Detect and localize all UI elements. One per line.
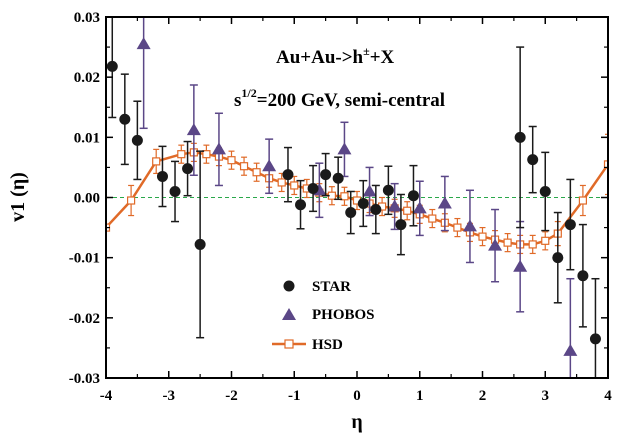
- legend-hsd-label: HSD: [312, 337, 343, 353]
- star-point: [577, 270, 589, 282]
- hsd-point: [428, 214, 437, 223]
- star-point: [514, 131, 526, 143]
- y-tick-label: 0.01: [74, 130, 100, 146]
- phobos-point: [262, 159, 277, 172]
- legend-star-marker: [283, 280, 295, 292]
- annotation-line1-base: Au+Au->h: [276, 47, 364, 68]
- star-point: [407, 190, 419, 202]
- hsd-point: [453, 223, 462, 232]
- star-point: [382, 184, 394, 196]
- annotation-line2-sup: 1/2: [241, 86, 256, 100]
- phobos-point: [412, 201, 427, 214]
- star-point: [156, 170, 168, 182]
- x-tick-label: 0: [353, 388, 361, 404]
- hsd-point: [578, 196, 588, 205]
- hsd-point: [227, 156, 236, 165]
- legend-star-label: STAR: [312, 279, 351, 295]
- star-point: [282, 169, 294, 181]
- phobos-point: [563, 343, 578, 356]
- hsd-point: [290, 181, 299, 190]
- x-tick-label: 2: [479, 388, 487, 404]
- x-tick-label: -1: [288, 388, 301, 404]
- x-axis-label: η: [351, 411, 362, 433]
- star-point: [370, 204, 382, 216]
- phobos-point: [186, 123, 201, 136]
- y-axis-label: v1 (η): [7, 172, 29, 222]
- hsd-point: [503, 238, 512, 247]
- star-point: [106, 60, 118, 72]
- x-tick-label: -3: [163, 388, 176, 404]
- y-tick-label: 0.00: [74, 191, 100, 207]
- star-point: [194, 238, 206, 250]
- x-tick-label: -2: [225, 388, 238, 404]
- phobos-point: [337, 142, 352, 155]
- annotation-line1-sup: ±: [363, 44, 370, 58]
- star-point: [527, 154, 539, 166]
- star-point: [320, 169, 332, 181]
- hsd-point: [277, 178, 286, 187]
- star-point: [169, 185, 181, 197]
- phobos-point: [488, 238, 503, 251]
- star-point: [357, 198, 369, 210]
- phobos-point: [462, 219, 477, 232]
- hsd-point: [252, 168, 261, 177]
- annotation-line2-end: =200 GeV, semi-central: [257, 90, 445, 111]
- hsd-point: [541, 236, 550, 245]
- legend-phobos-marker: [282, 308, 296, 320]
- x-tick-label: 1: [416, 388, 424, 404]
- legend-phobos-label: PHOBOS: [312, 307, 375, 323]
- y-tick-label: -0.03: [69, 371, 100, 387]
- star-point: [295, 199, 307, 211]
- legend: STAR PHOBOS HSD: [272, 279, 375, 353]
- phobos-point: [513, 259, 528, 272]
- x-tick-label: -4: [100, 388, 113, 404]
- phobos-point: [136, 37, 151, 50]
- hsd-point: [340, 192, 349, 201]
- hsd-point: [177, 150, 186, 159]
- phobos-point: [387, 199, 402, 212]
- legend-hsd-marker: [284, 339, 294, 349]
- star-point: [307, 182, 319, 194]
- y-axis-label-text: v1 (η): [7, 172, 29, 222]
- star-point: [589, 333, 601, 345]
- x-tick-label: 4: [604, 388, 612, 404]
- annotation-line2: s1/2=200 GeV, semi-central: [234, 86, 445, 111]
- star-point: [332, 172, 344, 184]
- y-tick-label: 0.02: [74, 70, 100, 86]
- star-point: [182, 163, 194, 175]
- hsd-point: [528, 240, 537, 249]
- phobos-point: [437, 196, 452, 209]
- hsd-point: [152, 157, 161, 166]
- hsd-point: [478, 232, 487, 241]
- annotation-line1: Au+Au->h±+X: [276, 44, 395, 68]
- star-point: [552, 252, 564, 264]
- star-point: [395, 219, 407, 231]
- annotation-line1-end: +X: [370, 47, 395, 68]
- hsd-point: [603, 160, 608, 169]
- hsd-point: [126, 196, 136, 205]
- star-point: [564, 219, 576, 231]
- x-tick-label: 3: [542, 388, 550, 404]
- star-point: [131, 134, 143, 146]
- y-tick-label: -0.02: [69, 311, 100, 327]
- hsd-point: [239, 162, 249, 171]
- y-tick-label: 0.03: [74, 10, 100, 26]
- y-tick-label: -0.01: [69, 251, 100, 267]
- star-point: [119, 113, 131, 125]
- hsd-point: [202, 150, 211, 159]
- phobos-point: [211, 142, 226, 155]
- annotation-line2-base: s: [234, 90, 241, 111]
- star-point: [345, 207, 357, 219]
- star-point: [539, 185, 551, 197]
- phobos-point: [362, 184, 377, 197]
- hsd-point: [403, 206, 412, 215]
